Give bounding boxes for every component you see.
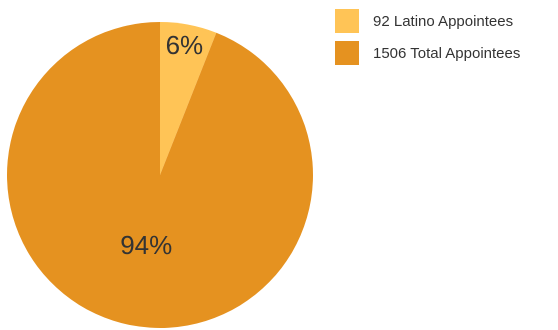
legend: 92 Latino Appointees 1506 Total Appointe… <box>335 8 520 72</box>
slice-label-latino: 6% <box>166 30 204 60</box>
pie-slice-latino <box>160 22 217 175</box>
pie-slice-total <box>6 22 314 329</box>
slice-label-total: 94% <box>120 230 172 260</box>
legend-swatch-total <box>335 41 359 65</box>
legend-label-total: 1506 Total Appointees <box>373 44 521 62</box>
legend-item-latino: 92 Latino Appointees <box>335 8 520 34</box>
legend-item-total: 1506 Total Appointees <box>335 40 520 66</box>
legend-label-latino: 92 Latino Appointees <box>373 12 514 30</box>
legend-swatch-latino <box>335 9 359 33</box>
